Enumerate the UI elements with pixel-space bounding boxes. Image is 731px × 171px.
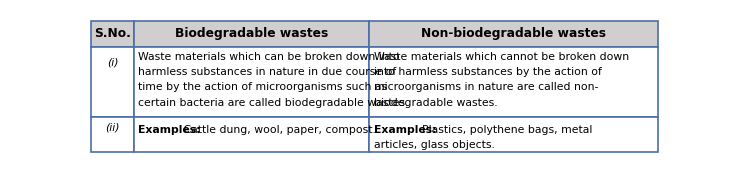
Text: Waste materials which can be broken down into: Waste materials which can be broken down…	[138, 52, 400, 62]
Text: S.No.: S.No.	[94, 27, 131, 40]
Bar	[91, 117, 134, 152]
Bar	[91, 21, 134, 47]
Text: certain bacteria are called biodegradable wastes.: certain bacteria are called biodegradabl…	[138, 97, 409, 108]
Text: (ii): (ii)	[105, 123, 120, 133]
Text: articles, glass objects.: articles, glass objects.	[374, 140, 494, 150]
Bar	[134, 21, 369, 47]
Bar	[134, 47, 369, 117]
Bar	[369, 21, 658, 47]
Bar	[134, 117, 369, 152]
Text: Non-biodegradable wastes: Non-biodegradable wastes	[421, 27, 606, 40]
Text: Examples:: Examples:	[138, 124, 201, 135]
Text: Plastics, polythene bags, metal: Plastics, polythene bags, metal	[415, 124, 592, 135]
Text: microorganisms in nature are called non-: microorganisms in nature are called non-	[374, 82, 598, 92]
Text: Examples:: Examples:	[374, 124, 436, 135]
Text: Cattle dung, wool, paper, compost.: Cattle dung, wool, paper, compost.	[180, 124, 376, 135]
Text: biodegradable wastes.: biodegradable wastes.	[374, 97, 497, 108]
Text: into harmless substances by the action of: into harmless substances by the action o…	[374, 67, 602, 77]
Text: (i): (i)	[107, 57, 118, 67]
Text: Biodegradable wastes: Biodegradable wastes	[175, 27, 328, 40]
Text: time by the action of microorganisms such as: time by the action of microorganisms suc…	[138, 82, 387, 92]
Text: harmless substances in nature in due course of: harmless substances in nature in due cou…	[138, 67, 397, 77]
Text: Waste materials which cannot be broken down: Waste materials which cannot be broken d…	[374, 52, 629, 62]
Bar	[369, 117, 658, 152]
Bar	[369, 47, 658, 117]
Bar	[91, 47, 134, 117]
